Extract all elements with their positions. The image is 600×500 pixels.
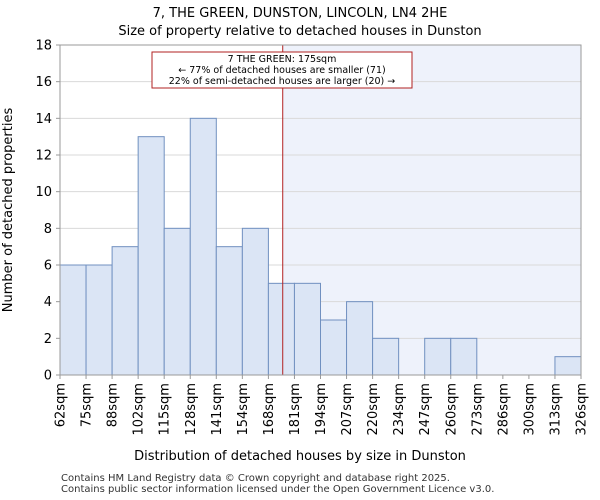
x-axis-title: Distribution of detached houses by size … [134, 449, 466, 464]
y-tick-label-6: 12 [35, 149, 52, 164]
y-axis-ticks: 0 2 4 6 8 10 12 14 16 18 [35, 39, 60, 384]
bar-62sqm [59, 264, 87, 376]
bar-168sqm [267, 282, 295, 376]
annotation-box: 7 THE GREEN: 175sqm ← 77% of detached ho… [151, 51, 413, 89]
x-tick-label-3: 102sqm [132, 383, 147, 436]
bar-141sqm [215, 246, 243, 376]
bar-260sqm [450, 337, 478, 376]
x-tick-label-13: 234sqm [392, 383, 407, 436]
y-tick-label-9: 18 [35, 39, 52, 54]
chart-title: 7, THE GREEN, DUNSTON, LINCOLN, LN4 2HE [153, 6, 448, 21]
y-tick-label-5: 10 [35, 185, 52, 200]
x-tick-label-18: 300sqm [522, 383, 537, 436]
x-tick-label-5: 128sqm [184, 383, 199, 436]
annotation-line-1: 7 THE GREEN: 175sqm [228, 54, 337, 65]
bar-220sqm [372, 337, 400, 376]
x-tick-label-1: 75sqm [80, 383, 95, 427]
y-tick-label-8: 16 [35, 75, 52, 90]
y-tick-label-2: 4 [44, 295, 52, 310]
chart-subtitle: Size of property relative to detached ho… [118, 24, 481, 39]
y-tick-label-0: 0 [44, 369, 52, 384]
bar-75sqm [85, 264, 113, 376]
bar-115sqm [163, 227, 191, 376]
x-tick-label-6: 141sqm [210, 383, 225, 436]
bar-88sqm [111, 246, 139, 376]
y-tick-label-4: 8 [44, 222, 52, 237]
annotation-line-3: 22% of semi-detached houses are larger (… [169, 76, 396, 87]
x-tick-label-19: 313sqm [549, 383, 564, 436]
bar-207sqm [346, 301, 374, 376]
bars [59, 117, 582, 376]
x-tick-label-16: 273sqm [470, 383, 485, 436]
bar-181sqm [293, 282, 322, 376]
x-tick-label-17: 286sqm [496, 383, 511, 436]
x-tick-label-7: 154sqm [236, 383, 251, 436]
footer-line-1: Contains HM Land Registry data © Crown c… [61, 473, 450, 484]
x-tick-label-11: 207sqm [340, 383, 355, 436]
x-axis-ticks: 62sqm 75sqm 88sqm 102sqm 115sqm 128sqm 141sqm 1… [54, 375, 590, 436]
bar-154sqm [241, 227, 269, 376]
y-tick-label-3: 6 [44, 259, 52, 274]
bar-102sqm [137, 136, 165, 376]
y-axis-title: Number of detached properties [1, 108, 16, 313]
x-tick-label-20: 326sqm [575, 383, 590, 436]
bar-247sqm [424, 337, 452, 376]
x-tick-label-9: 181sqm [288, 383, 303, 436]
x-tick-label-4: 115sqm [158, 383, 173, 436]
x-tick-label-12: 220sqm [366, 383, 381, 436]
x-tick-label-0: 62sqm [54, 383, 69, 427]
bar-128sqm [189, 117, 217, 376]
x-tick-label-10: 194sqm [314, 383, 329, 436]
y-tick-label-7: 14 [35, 112, 52, 127]
bar-313sqm [554, 356, 582, 376]
x-tick-label-14: 247sqm [418, 383, 433, 436]
x-tick-label-8: 168sqm [262, 383, 277, 436]
bar-194sqm [320, 319, 348, 376]
annotation-line-2: ← 77% of detached houses are smaller (71… [178, 65, 385, 76]
y-tick-label-1: 2 [44, 332, 52, 347]
x-tick-label-15: 260sqm [444, 383, 459, 436]
footer-line-2: Contains public sector information licen… [61, 484, 495, 495]
x-tick-label-2: 88sqm [106, 383, 121, 427]
